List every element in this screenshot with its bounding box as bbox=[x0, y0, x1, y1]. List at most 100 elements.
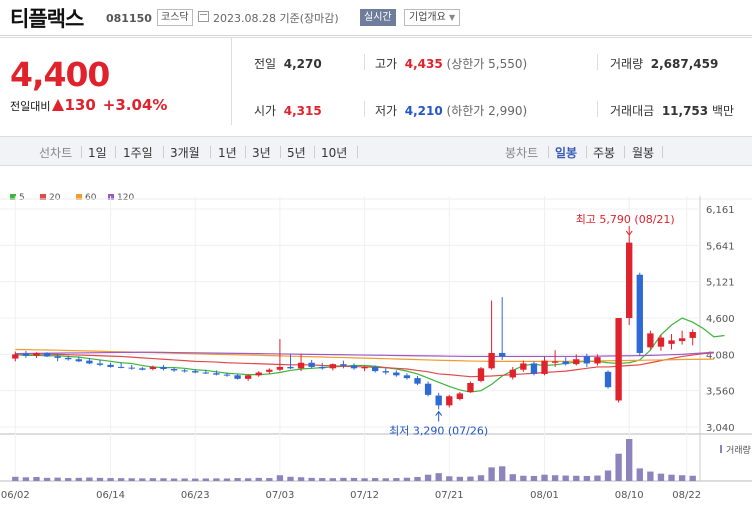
candle-body bbox=[509, 369, 516, 378]
volume-bar bbox=[170, 478, 178, 481]
y-tick-label: 4,600 bbox=[706, 314, 735, 325]
volume-bar bbox=[435, 473, 442, 481]
volume-bar bbox=[551, 475, 559, 481]
volume-bar bbox=[414, 477, 421, 481]
volume-bar bbox=[213, 478, 220, 481]
volume-bar bbox=[636, 468, 643, 481]
y-tick-label: 5,641 bbox=[706, 241, 735, 252]
legend-ma-5: 5 bbox=[10, 193, 25, 203]
candle-body bbox=[96, 363, 104, 365]
volume-bar bbox=[12, 476, 19, 481]
volume: 거래량 2,687,459 bbox=[610, 57, 719, 71]
candle-chart-label: 봉차트 bbox=[505, 146, 539, 160]
volume-bar bbox=[308, 477, 315, 481]
candle-body bbox=[54, 356, 61, 358]
volume-bar bbox=[234, 478, 241, 481]
x-tick-label: 08/01 bbox=[530, 490, 559, 501]
tab-10y[interactable]: 10년 bbox=[321, 146, 348, 160]
tab-1d[interactable]: 1일 bbox=[88, 146, 107, 160]
candle-body bbox=[488, 352, 495, 369]
candle-body bbox=[467, 382, 474, 393]
x-tick-label: 08/10 bbox=[615, 490, 644, 501]
candle-body bbox=[160, 366, 167, 370]
volume-bar bbox=[467, 476, 474, 481]
candle-body bbox=[43, 352, 51, 357]
candle-body bbox=[340, 364, 347, 366]
candle-body bbox=[149, 366, 157, 370]
candle-body bbox=[202, 372, 209, 374]
candle-body bbox=[244, 375, 252, 379]
candle-body bbox=[477, 368, 485, 381]
volume-bar bbox=[160, 478, 167, 481]
y-tick-label: 3,040 bbox=[706, 423, 735, 434]
y-tick-label: 4,080 bbox=[706, 350, 735, 361]
candle-body bbox=[75, 359, 82, 362]
candle-body bbox=[530, 363, 538, 374]
volume-bar bbox=[149, 478, 157, 481]
volume-bar bbox=[33, 477, 40, 481]
volume-bar bbox=[287, 476, 294, 481]
candle-body bbox=[689, 332, 696, 338]
volume-bar bbox=[297, 477, 305, 481]
candle-body bbox=[287, 366, 294, 369]
volume-bar bbox=[456, 476, 464, 481]
volume-bar bbox=[615, 453, 622, 481]
calendar-icon bbox=[198, 11, 209, 22]
tab-daily[interactable]: 일봉 bbox=[555, 146, 578, 160]
candle-body bbox=[319, 366, 326, 369]
tab-1w[interactable]: 1주일 bbox=[123, 146, 153, 160]
candle-body bbox=[382, 371, 389, 373]
volume-bar bbox=[107, 478, 114, 481]
x-tick-label: 07/03 bbox=[265, 490, 294, 501]
volume-bar bbox=[520, 475, 527, 481]
candle-body bbox=[615, 318, 622, 401]
volume-bar bbox=[562, 475, 569, 481]
company-info-dropdown[interactable]: 기업개요 ▼ bbox=[404, 9, 461, 26]
candle-body bbox=[350, 365, 358, 369]
up-triangle-icon bbox=[52, 99, 65, 111]
candle-body bbox=[520, 363, 527, 370]
low-annotation: 최저 3,290 (07/26) bbox=[389, 425, 488, 438]
volume-bar bbox=[192, 478, 199, 481]
high-annotation: 최고 5,790 (08/21) bbox=[576, 213, 675, 226]
volume-bar bbox=[22, 477, 30, 481]
chevron-down-icon: ▼ bbox=[449, 13, 456, 22]
candle-body bbox=[181, 370, 188, 372]
volume-bar bbox=[244, 478, 252, 481]
volume-bar bbox=[96, 477, 104, 481]
realtime-button[interactable]: 실시간 bbox=[360, 9, 396, 26]
candle-body bbox=[86, 360, 93, 364]
tab-1y[interactable]: 1년 bbox=[218, 146, 237, 160]
volume-bar bbox=[382, 478, 389, 481]
prev-close: 전일 4,270 bbox=[254, 57, 322, 71]
volume-bar bbox=[350, 477, 358, 481]
candle-body bbox=[107, 364, 114, 367]
x-tick-label: 06/02 bbox=[1, 490, 30, 501]
trade-amount: 거래대금 11,753 백만 bbox=[610, 104, 735, 118]
candle-body bbox=[562, 361, 569, 365]
volume-bar bbox=[181, 478, 188, 481]
candle-body bbox=[678, 338, 686, 342]
tab-weekly[interactable]: 주봉 bbox=[593, 146, 616, 160]
volume-bar bbox=[689, 475, 696, 481]
candle-body bbox=[22, 353, 30, 356]
x-tick-label: 07/21 bbox=[435, 490, 464, 501]
volume-bar bbox=[541, 474, 548, 481]
period-tabs: 선차트 1일 1주일 3개월 1년 3년 5년 10년 봉차트 일봉 주봉 월봉 bbox=[0, 136, 752, 166]
high-arrow-head bbox=[625, 230, 633, 236]
tab-3m[interactable]: 3개월 bbox=[170, 146, 200, 160]
line-chart-label: 선차트 bbox=[39, 146, 73, 160]
candle-body bbox=[403, 375, 411, 379]
tab-3y[interactable]: 3년 bbox=[252, 146, 271, 160]
current-price: 4,400 bbox=[10, 55, 110, 94]
candle-body bbox=[446, 396, 453, 406]
price-date: 2023.08.28 기준(장마감) bbox=[213, 12, 339, 25]
candle-body bbox=[393, 372, 400, 376]
tab-5y[interactable]: 5년 bbox=[287, 146, 306, 160]
legend-ma-60: 60 bbox=[76, 193, 96, 203]
candle-body bbox=[604, 371, 612, 388]
tab-monthly[interactable]: 월봉 bbox=[632, 146, 655, 160]
volume-bar bbox=[255, 477, 262, 481]
candle-body bbox=[139, 368, 146, 370]
volume-bar bbox=[139, 478, 146, 481]
